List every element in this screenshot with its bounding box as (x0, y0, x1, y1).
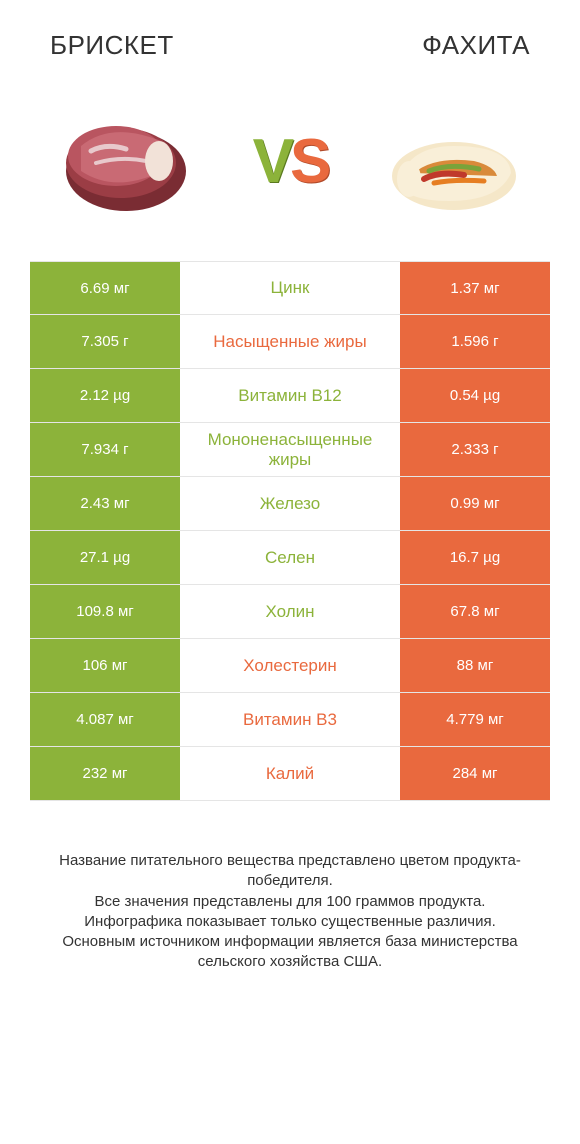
nutrient-label: Калий (180, 747, 400, 800)
nutrient-label: Насыщенные жиры (180, 315, 400, 368)
right-value-cell: 1.596 г (400, 315, 550, 368)
left-value-cell: 7.305 г (30, 315, 180, 368)
right-value-cell: 16.7 µg (400, 531, 550, 584)
left-value-cell: 6.69 мг (30, 262, 180, 314)
brisket-illustration (51, 101, 201, 221)
left-value-cell: 106 мг (30, 639, 180, 692)
table-row: 2.12 µgВитамин B120.54 µg (30, 369, 550, 423)
footer-line: Все значения представлены для 100 граммо… (30, 892, 550, 912)
vs-label: VS (253, 126, 328, 197)
right-value-cell: 1.37 мг (400, 262, 550, 314)
footer-line: Основным источником информации является … (30, 932, 550, 973)
nutrient-label: Холестерин (180, 639, 400, 692)
footer-notes: Название питательного вещества представл… (30, 851, 550, 973)
table-row: 106 мгХолестерин88 мг (30, 639, 550, 693)
nutrient-label: Цинк (180, 262, 400, 314)
footer-line: Инфографика показывает только существенн… (30, 912, 550, 932)
comparison-table: 6.69 мгЦинк1.37 мг7.305 гНасыщенные жиры… (30, 261, 550, 801)
fajita-illustration (379, 101, 529, 221)
nutrient-label: Витамин B3 (180, 693, 400, 746)
right-value-cell: 284 мг (400, 747, 550, 800)
table-row: 109.8 мгХолин67.8 мг (30, 585, 550, 639)
right-value-cell: 88 мг (400, 639, 550, 692)
right-product-title: ФАХИТА (422, 30, 530, 61)
right-value-cell: 67.8 мг (400, 585, 550, 638)
left-value-cell: 232 мг (30, 747, 180, 800)
table-row: 7.305 гНасыщенные жиры1.596 г (30, 315, 550, 369)
left-value-cell: 7.934 г (30, 423, 180, 476)
table-row: 232 мгКалий284 мг (30, 747, 550, 801)
left-value-cell: 4.087 мг (30, 693, 180, 746)
nutrient-label: Витамин B12 (180, 369, 400, 422)
right-value-cell: 0.54 µg (400, 369, 550, 422)
vs-v: V (253, 126, 290, 197)
hero-row: VS (0, 71, 580, 261)
nutrient-label: Мононенасыщенные жиры (180, 423, 400, 476)
nutrient-label: Холин (180, 585, 400, 638)
nutrient-label: Селен (180, 531, 400, 584)
left-value-cell: 2.43 мг (30, 477, 180, 530)
footer-line: Название питательного вещества представл… (30, 851, 550, 892)
right-value-cell: 4.779 мг (400, 693, 550, 746)
vs-s: S (290, 126, 327, 197)
left-product-title: БРИСКЕТ (50, 30, 174, 61)
right-value-cell: 0.99 мг (400, 477, 550, 530)
table-row: 2.43 мгЖелезо0.99 мг (30, 477, 550, 531)
header: БРИСКЕТ ФАХИТА (0, 0, 580, 71)
right-value-cell: 2.333 г (400, 423, 550, 476)
table-row: 27.1 µgСелен16.7 µg (30, 531, 550, 585)
nutrient-label: Железо (180, 477, 400, 530)
left-value-cell: 27.1 µg (30, 531, 180, 584)
left-value-cell: 2.12 µg (30, 369, 180, 422)
table-row: 6.69 мгЦинк1.37 мг (30, 261, 550, 315)
table-row: 7.934 гМононенасыщенные жиры2.333 г (30, 423, 550, 477)
table-row: 4.087 мгВитамин B34.779 мг (30, 693, 550, 747)
left-value-cell: 109.8 мг (30, 585, 180, 638)
